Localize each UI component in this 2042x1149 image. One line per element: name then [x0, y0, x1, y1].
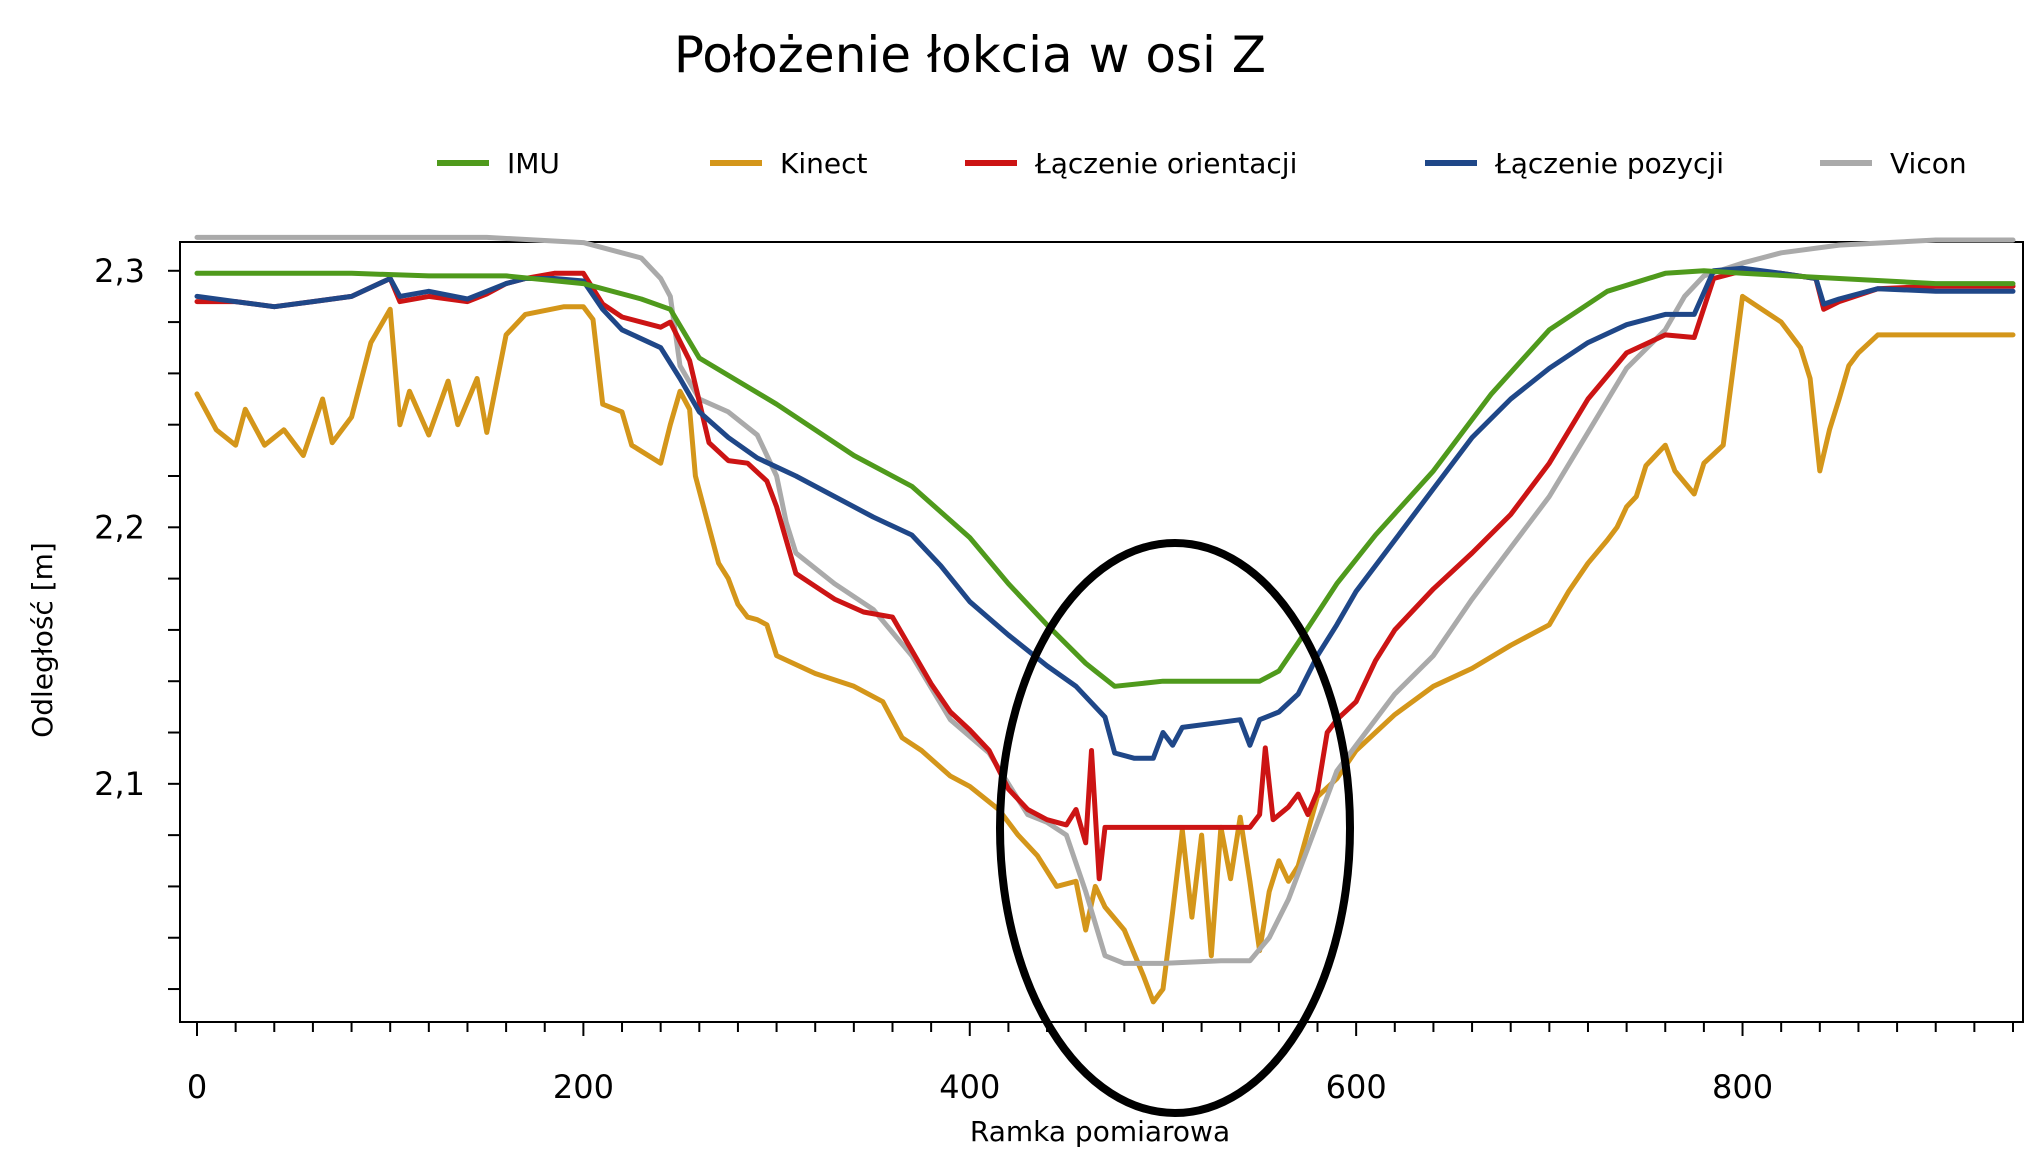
x-tick-label: 400 — [939, 1068, 1000, 1106]
series-layer — [194, 234, 2016, 1005]
series-line-0 — [194, 268, 2016, 689]
series-line-2 — [194, 268, 2016, 882]
series-line-4 — [194, 234, 2016, 966]
x-tick-label: 200 — [553, 1068, 614, 1106]
x-tick-label: 600 — [1326, 1068, 1387, 1106]
legend-label: Vicon — [1890, 147, 1967, 180]
legend-label: Łączenie orientacji — [1034, 147, 1297, 180]
y-axis: 2,1 2,2 2,3 — [94, 252, 180, 991]
y-tick-label: 2,3 — [94, 252, 145, 290]
y-tick-label: 2,1 — [94, 765, 145, 803]
legend-label: IMU — [507, 147, 560, 180]
y-axis-label: Odległość [m] — [26, 542, 59, 738]
legend: IMU Kinect Łączenie orientacji Łączenie poz… — [437, 147, 1967, 180]
y-tick-label: 2,2 — [94, 508, 145, 546]
chart-title: Położenie łokcia w osi Z — [674, 26, 1266, 84]
legend-label: Łączenie pozycji — [1494, 147, 1724, 180]
plot-frame — [179, 241, 2024, 1023]
x-tick-label: 800 — [1712, 1068, 1773, 1106]
legend-label: Kinect — [780, 147, 868, 180]
x-axis-label: Ramka pomiarowa — [970, 1115, 1230, 1148]
series-line-1 — [194, 293, 2016, 1005]
x-axis: 0 200 400 600 800 — [187, 1022, 2014, 1106]
highlight-ellipse — [996, 539, 1354, 1117]
x-tick-label: 0 — [187, 1068, 207, 1106]
series-line-3 — [194, 265, 2016, 761]
